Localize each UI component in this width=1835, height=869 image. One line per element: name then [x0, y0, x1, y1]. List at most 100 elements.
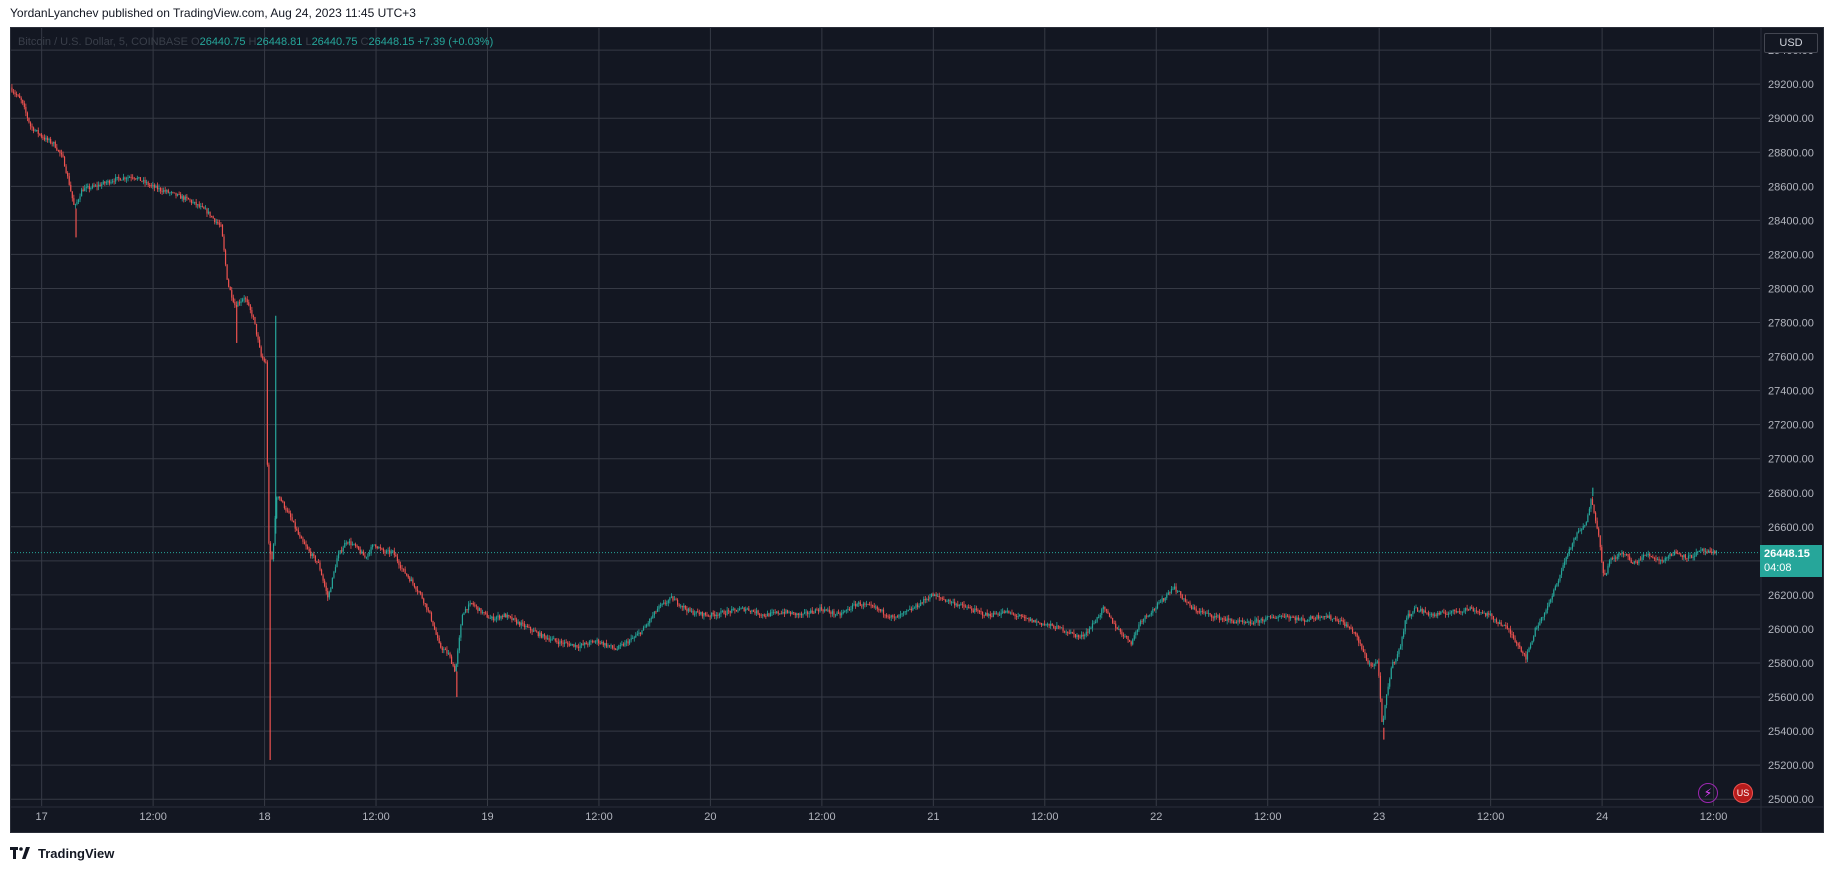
candle-body [1006, 610, 1008, 612]
candle-body [952, 601, 954, 603]
price-tick-label: 25000.00 [1768, 794, 1814, 806]
candle-body [790, 612, 792, 615]
candle-body [161, 190, 163, 192]
candle-body [1706, 551, 1708, 553]
candle-body [1574, 538, 1577, 540]
candle-body [1130, 641, 1132, 645]
candle-body [587, 644, 589, 646]
candle-body [1390, 668, 1392, 680]
candle-body [1331, 619, 1334, 620]
candle-body [50, 139, 52, 143]
candle-body [144, 180, 146, 184]
candle-body [1562, 565, 1564, 571]
candle-body [1625, 554, 1628, 555]
candle-body [204, 208, 207, 210]
candle-body [927, 598, 929, 600]
candle-body [158, 187, 160, 190]
candle-body [596, 639, 598, 642]
candle-body [22, 100, 24, 104]
candle-body [1500, 622, 1502, 626]
candle-body [356, 546, 358, 547]
candle-body [1344, 622, 1346, 627]
candle-body [1146, 615, 1148, 617]
candle-body [361, 551, 363, 554]
candle-body [1644, 554, 1646, 556]
candle-body [601, 642, 603, 644]
currency-button[interactable]: USD [1764, 33, 1818, 53]
candle-body [384, 551, 386, 553]
candle-body [390, 551, 392, 554]
candle-body [1607, 565, 1609, 574]
candle-body [105, 182, 107, 184]
candle-body [819, 607, 821, 612]
candle-body [977, 609, 979, 612]
candle-body [353, 544, 355, 545]
candle-body [1173, 586, 1176, 589]
candle-body [913, 607, 916, 609]
candle-body [1601, 547, 1603, 562]
candle-body [1621, 552, 1623, 555]
candle-body [673, 599, 676, 601]
footer: TradingView [10, 844, 114, 862]
candle-body [938, 595, 940, 598]
candle-body [59, 150, 61, 154]
candle-body [354, 544, 357, 547]
candle-body [84, 188, 86, 192]
candle-body [1526, 651, 1529, 660]
candle-body [678, 604, 680, 606]
candle-body [54, 141, 56, 148]
candle-body [1246, 622, 1248, 623]
candle-body [1125, 636, 1128, 637]
candle-body [472, 603, 474, 605]
candle-body [1316, 615, 1318, 619]
candle-body [1274, 618, 1276, 619]
price-tick-label: 26800.00 [1768, 488, 1814, 500]
candle-body [65, 166, 67, 173]
candle-body [1642, 554, 1645, 558]
us-flag-icon[interactable]: US [1733, 783, 1753, 803]
candle-body [1568, 548, 1570, 554]
candle-body [279, 496, 281, 499]
candle-body [128, 177, 131, 178]
candle-body [156, 185, 159, 190]
candle-body [989, 614, 991, 617]
candle-body [1197, 611, 1199, 613]
candle-body [1678, 553, 1680, 555]
candle-body [1290, 617, 1292, 619]
candle-body [1226, 618, 1228, 621]
candle-body [302, 538, 304, 542]
lightning-icon[interactable]: ⚡ [1698, 783, 1718, 803]
candle-body [1451, 611, 1453, 613]
candle-body [314, 555, 316, 562]
candle-body [132, 177, 134, 179]
candle-body [1238, 620, 1241, 622]
candle-body [407, 575, 409, 578]
price-tick-label: 29200.00 [1768, 79, 1814, 91]
candle-body [850, 609, 852, 610]
candle-body [1554, 586, 1556, 590]
candle-body [375, 544, 377, 547]
candle-body [1186, 601, 1188, 603]
candle-body [562, 642, 564, 644]
candle-body [559, 641, 561, 645]
candle-body [1112, 617, 1114, 624]
candle-body [246, 299, 248, 303]
candle-body [608, 645, 611, 647]
candle-body [113, 181, 115, 183]
candle-body [1373, 663, 1375, 667]
candle-body [1647, 553, 1649, 555]
candle-body [721, 611, 724, 612]
candle-body [1282, 615, 1284, 617]
candle-body [1542, 616, 1544, 618]
candle-body [551, 638, 553, 640]
candle-body [500, 615, 502, 619]
candle-body [429, 610, 431, 613]
candle-body [873, 606, 875, 608]
chart-panel[interactable] [10, 27, 1824, 833]
candle-body [1067, 631, 1069, 633]
candle-body [1632, 562, 1634, 564]
candle-body [1503, 625, 1505, 626]
candle-body [972, 610, 974, 612]
candle-body [1577, 531, 1580, 533]
